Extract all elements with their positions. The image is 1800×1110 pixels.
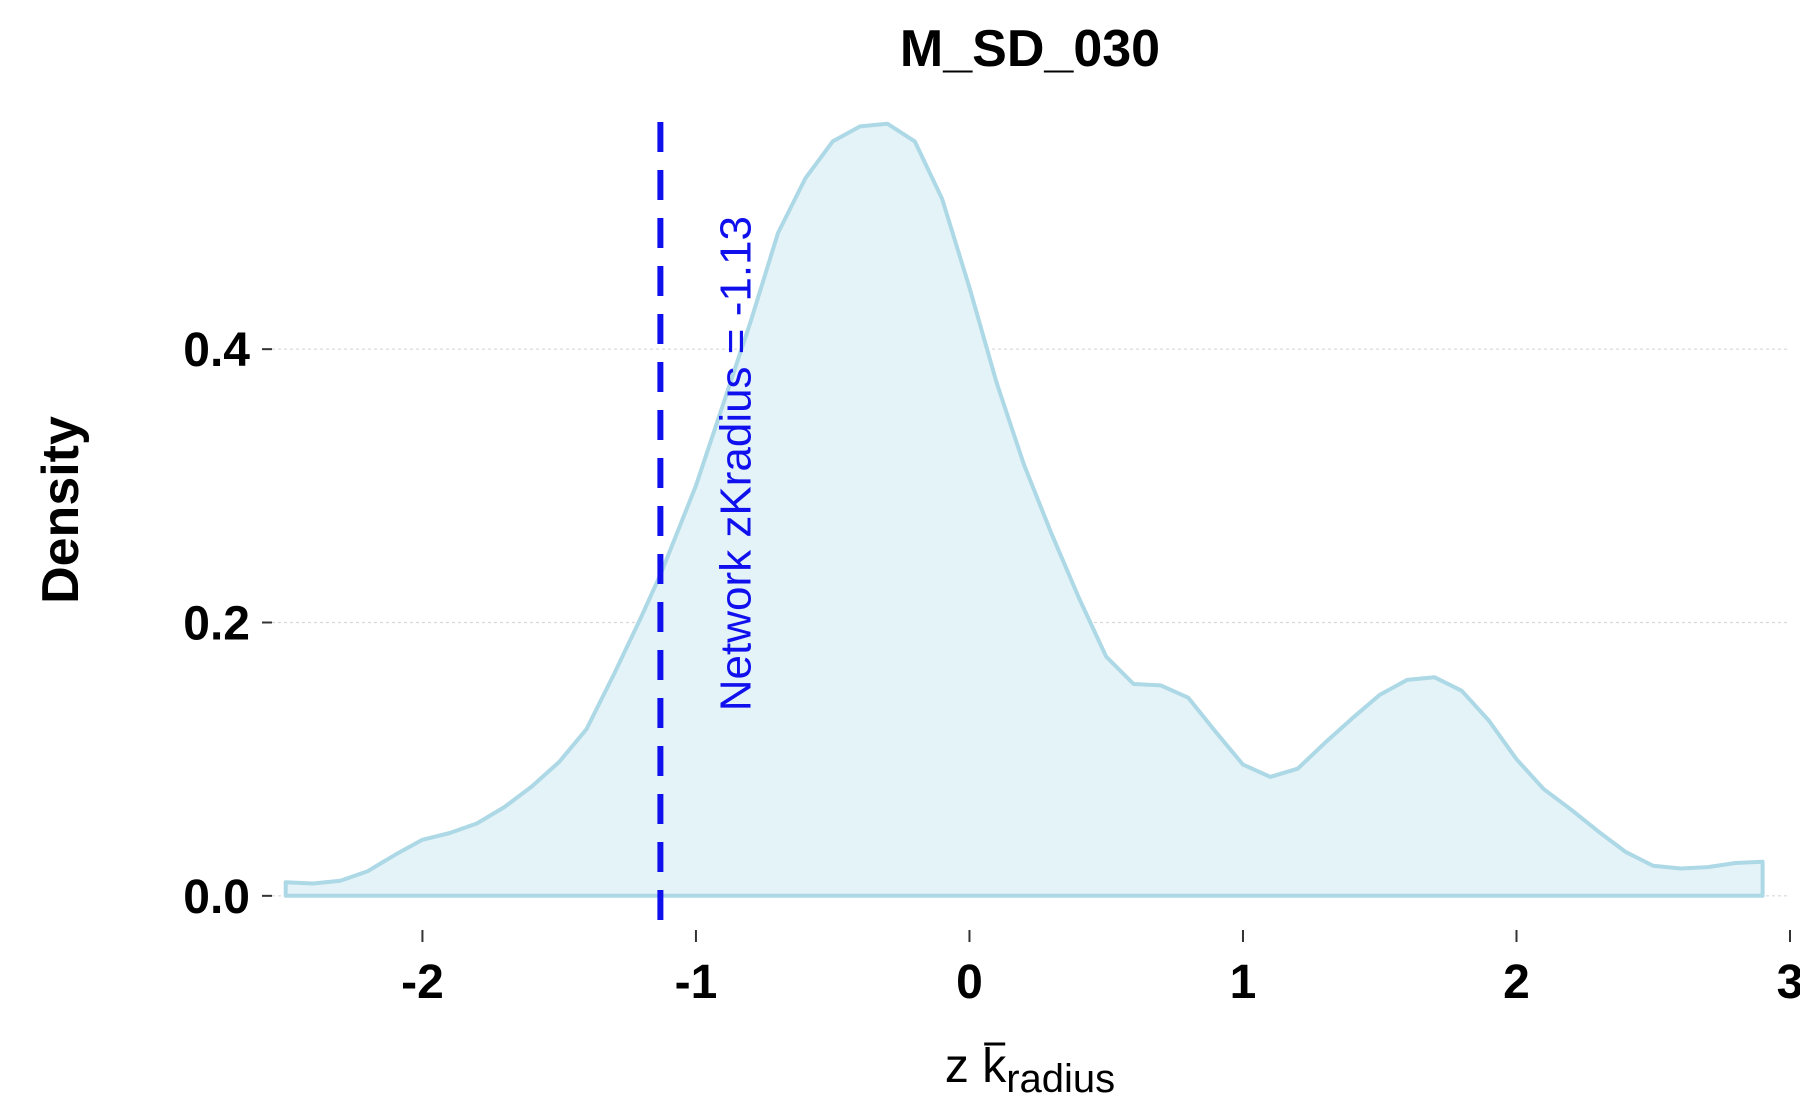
x-axis-label: z kradius bbox=[945, 1040, 1115, 1101]
y-axis: 0.0 0.2 0.4 bbox=[183, 324, 272, 924]
x-tick-label-0: -2 bbox=[401, 956, 444, 1009]
x-axis-label-main: z bbox=[945, 1040, 982, 1093]
y-tick-label-2: 0.4 bbox=[183, 324, 250, 377]
x-tick-label-1: -1 bbox=[675, 956, 718, 1009]
chart-title: M_SD_030 bbox=[900, 20, 1160, 78]
x-axis-label-subscript: radius bbox=[1006, 1057, 1115, 1101]
x-axis-label-symbol: k bbox=[982, 1040, 1007, 1093]
reference-line-label: Network zKradius = -1.13 bbox=[711, 216, 760, 711]
x-tick-label-3: 1 bbox=[1230, 956, 1257, 1009]
y-axis-label: Density bbox=[32, 416, 90, 604]
density-area-path bbox=[283, 121, 1765, 898]
density-area bbox=[283, 121, 1765, 898]
x-axis: -2 -1 0 1 2 3 bbox=[401, 930, 1800, 1009]
y-tick-label-1: 0.2 bbox=[183, 598, 250, 651]
y-tick-label-0: 0.0 bbox=[183, 871, 250, 924]
x-tick-label-2: 0 bbox=[956, 956, 983, 1009]
x-tick-label-4: 2 bbox=[1503, 956, 1530, 1009]
x-tick-label-5: 3 bbox=[1777, 956, 1800, 1009]
reference-line-group: Network zKradius = -1.13 bbox=[657, 122, 760, 930]
